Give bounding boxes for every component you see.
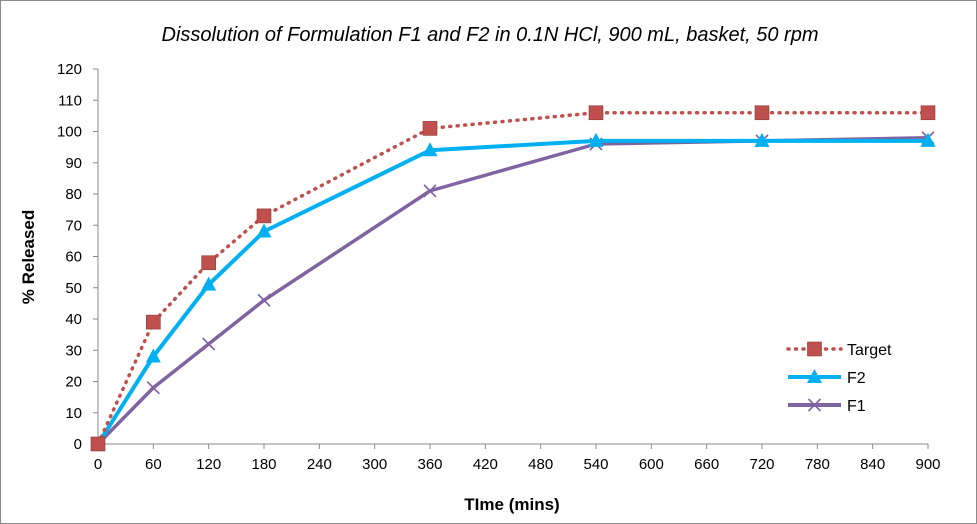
- series-target-point: [256, 208, 272, 224]
- y-tick-label: 60: [65, 249, 82, 266]
- x-tick-label: 60: [145, 456, 162, 473]
- legend-marker-f2: [807, 369, 822, 383]
- y-tick-label: 20: [65, 374, 82, 391]
- x-tick-label: 180: [251, 456, 276, 473]
- series-target-point: [90, 436, 106, 452]
- y-tick-label: 110: [58, 92, 82, 109]
- series-f1-point: [423, 184, 437, 198]
- y-tick-label: 0: [74, 436, 82, 453]
- legend: Target F2 F1: [786, 341, 892, 415]
- y-tick-label: 70: [65, 217, 82, 234]
- x-tick-label: 480: [528, 456, 553, 473]
- x-marker-stroke: [202, 337, 216, 351]
- x-tick-label: 240: [307, 456, 332, 473]
- x-tick-label: 360: [417, 456, 442, 473]
- x-tick-label: 540: [583, 456, 608, 473]
- series-target-point: [588, 105, 604, 121]
- x-marker-stroke: [423, 184, 437, 198]
- x-tick-label: 0: [94, 456, 102, 473]
- y-tick-label: 30: [65, 342, 82, 359]
- x-tick-label: 720: [749, 456, 774, 473]
- series-f2-point: [201, 276, 217, 291]
- x-axis-label: TIme (mins): [464, 495, 559, 514]
- legend-marker-target: [807, 341, 822, 357]
- x-marker-stroke: [257, 293, 271, 307]
- x-tick-label: 900: [915, 456, 940, 473]
- legend-label-f1: F1: [847, 398, 866, 415]
- legend-label-f2: F2: [847, 370, 866, 387]
- y-tick-label: 10: [65, 405, 82, 422]
- legend-marker-f1: [807, 398, 822, 412]
- series-target: [90, 105, 936, 452]
- x-marker-stroke: [807, 398, 822, 412]
- x-tick-label: 300: [362, 456, 387, 473]
- series-target-point: [146, 314, 161, 330]
- axes: 0 10 20 30 40 50 60 70 80 90 100 110 120 0 60 120 180 240…: [57, 61, 941, 473]
- series-f2: [90, 132, 936, 450]
- x-tick-label: 840: [860, 456, 885, 473]
- series-f2-point: [920, 132, 936, 147]
- series-f2-point: [145, 348, 161, 363]
- y-tick-label: 90: [65, 155, 82, 172]
- series-f1-point: [202, 337, 216, 351]
- y-tick-label: 100: [57, 124, 82, 141]
- series-f1: [91, 131, 935, 451]
- series-f1-line: [96, 136, 929, 446]
- legend-item-f2: F2: [788, 369, 866, 387]
- x-tick-label: 780: [805, 456, 830, 473]
- series-f1-point: [146, 381, 160, 395]
- legend-label-target: Target: [847, 342, 892, 359]
- series-f2-point: [256, 223, 272, 238]
- x-tick-label: 660: [694, 456, 719, 473]
- series-target-point: [201, 255, 216, 271]
- y-tick-label: 50: [65, 280, 82, 297]
- series-target-line: [96, 111, 930, 446]
- y-tick-label: 40: [65, 311, 82, 328]
- x-tick-label: 420: [473, 456, 498, 473]
- series-f2-point: [588, 132, 604, 147]
- series-f2-point: [422, 142, 438, 157]
- series-target-point: [422, 121, 438, 136]
- series-f1-point: [257, 293, 271, 307]
- y-tick-label: 120: [57, 61, 82, 78]
- legend-item-f1: F1: [788, 398, 866, 415]
- series-f2-line: [96, 138, 928, 446]
- x-tick-label: 120: [196, 456, 221, 473]
- series-layer: [90, 105, 936, 452]
- series-target-point: [920, 105, 936, 121]
- legend-item-target: Target: [786, 341, 892, 359]
- x-marker-stroke: [146, 381, 160, 395]
- y-tick-label: 80: [65, 186, 82, 203]
- y-axis-label: % Released: [19, 210, 38, 305]
- chart-title: Dissolution of Formulation F1 and F2 in …: [162, 24, 819, 46]
- x-tick-label: 600: [639, 456, 664, 473]
- series-target-point: [754, 105, 770, 121]
- series-f2-point: [754, 132, 770, 147]
